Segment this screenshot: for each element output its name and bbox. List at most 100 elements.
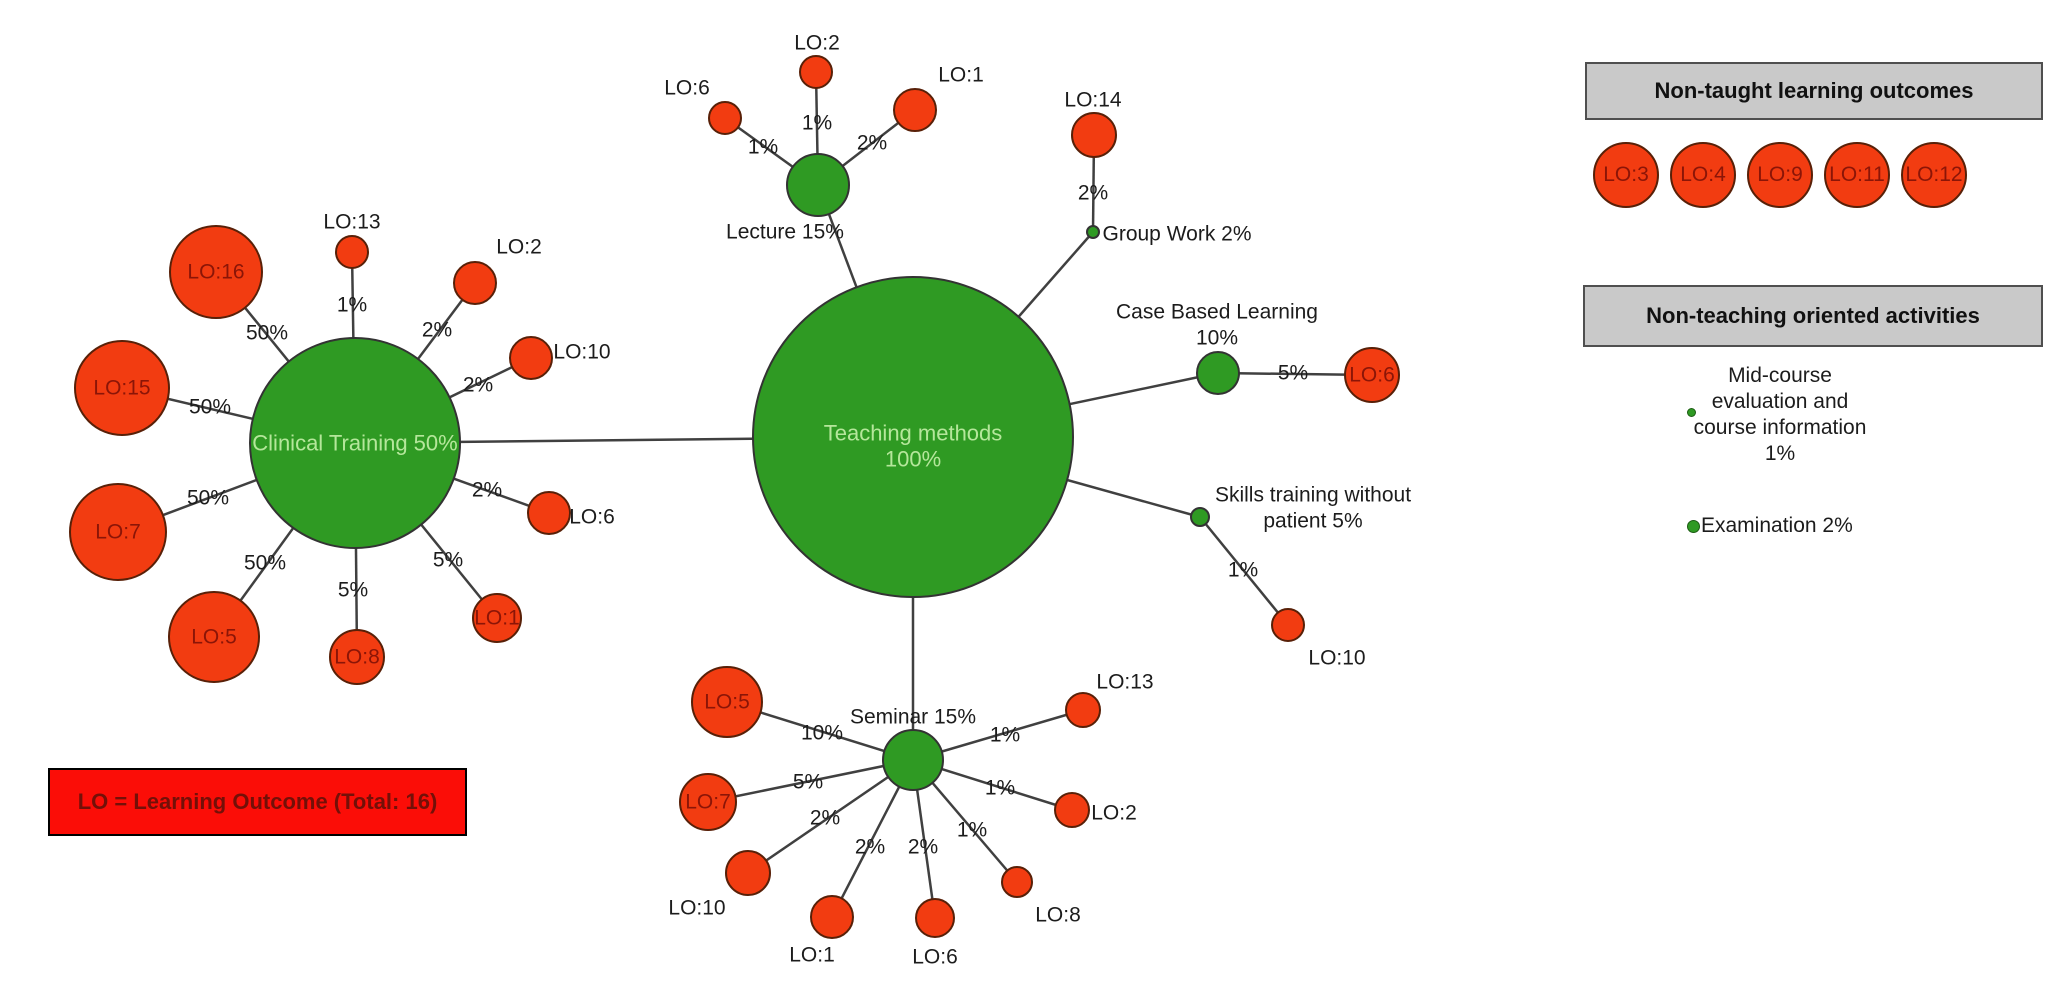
edge-seminar-m7	[707, 758, 914, 804]
node-m5	[691, 666, 763, 738]
node-label-skills: patient 5%	[1263, 510, 1362, 533]
node-label-c2: LO:2	[496, 236, 542, 259]
node-label-clinical: Clinical Training 50%	[252, 431, 457, 456]
edge-label-seminar-m2: 1%	[985, 777, 1015, 800]
node-label-g14: LO:14	[1064, 89, 1122, 112]
edge-label-lecture-le6: 1%	[748, 136, 778, 159]
node-label-m13: LO:13	[1096, 671, 1153, 694]
labels-layer: 50% 1% 2% 50% 2% 50% 2% 50% 5% 5% 1% 1% 2% 2% 5% 1% 10% 5…	[93, 32, 1411, 969]
node-lecture	[786, 153, 850, 217]
node-label-teaching: Teaching methods	[824, 421, 1003, 446]
non-teaching-header: Non-teaching oriented activities	[1583, 285, 2043, 347]
node-c1	[472, 593, 522, 643]
node-label-le6: LO:6	[664, 77, 710, 100]
node-label-c13: LO:13	[323, 211, 380, 234]
node-label-c5: LO:5	[191, 626, 237, 649]
node-label-m8: LO:8	[1035, 904, 1081, 927]
node-label-m10: LO:10	[668, 897, 725, 920]
edge-label-seminar-m10: 2%	[810, 807, 840, 830]
node-c16	[169, 225, 263, 319]
node-label-le1: LO:1	[938, 64, 984, 87]
edge-label-clinical-c8: 5%	[338, 579, 368, 602]
edge-label-clinical-c7: 50%	[187, 487, 229, 510]
node-groupwork	[1086, 225, 1100, 239]
node-label-seminar: Seminar 15%	[850, 706, 976, 729]
node-s10	[1271, 608, 1305, 642]
node-teaching	[752, 276, 1074, 598]
examination-dot	[1687, 520, 1700, 533]
edge-label-seminar-m6: 2%	[908, 836, 938, 859]
node-label-groupwork: Group Work 2%	[1103, 223, 1252, 246]
edge-label-clinical-c16: 50%	[246, 322, 288, 345]
edge-label-groupwork-g14: 2%	[1078, 182, 1108, 205]
midcourse-dot	[1687, 408, 1696, 417]
edge-label-clinical-c15: 50%	[189, 396, 231, 419]
node-c15	[74, 340, 170, 436]
examination-label: Examination 2%	[1701, 514, 1853, 537]
node-m6	[915, 898, 955, 938]
node-m7	[679, 773, 737, 831]
node-skills	[1190, 507, 1210, 527]
node-label-c10: LO:10	[553, 341, 610, 364]
node-m10	[725, 850, 771, 896]
node-c8	[329, 629, 385, 685]
edge-label-seminar-m7: 5%	[793, 771, 823, 794]
edge-label-seminar-m13: 1%	[990, 724, 1020, 747]
node-label-skills: Skills training without	[1215, 484, 1411, 507]
node-label-cbl: 10%	[1196, 327, 1238, 350]
node-cbl	[1196, 351, 1240, 395]
node-label-c15: LO:15	[93, 377, 150, 400]
node-label-m5: LO:5	[704, 691, 750, 714]
node-seminar	[882, 729, 944, 791]
node-c10	[509, 336, 553, 380]
edge-label-seminar-m8: 1%	[957, 819, 987, 842]
non-taught-header: Non-taught learning outcomes	[1585, 62, 2043, 120]
node-m1	[810, 895, 854, 939]
edge-label-lecture-le1: 2%	[857, 132, 887, 155]
node-c7	[69, 483, 167, 581]
node-label-c16: LO:16	[187, 261, 244, 284]
node-clinical	[249, 337, 461, 549]
non-taught-outcome-circle: LO:4	[1670, 142, 1736, 208]
node-label-c6: LO:6	[569, 506, 615, 529]
node-c13	[335, 235, 369, 269]
nodes-layer	[69, 55, 1400, 939]
node-label-cbl: Case Based Learning	[1116, 301, 1318, 324]
edge-label-seminar-m5: 10%	[801, 722, 843, 745]
node-c5	[168, 591, 260, 683]
node-c2	[453, 261, 497, 305]
node-label-m7: LO:7	[685, 791, 731, 814]
node-le6	[708, 101, 742, 135]
non-taught-outcome-circle: LO:9	[1747, 142, 1813, 208]
node-c6	[527, 491, 571, 535]
node-m8	[1001, 866, 1033, 898]
edge-label-clinical-c6: 2%	[472, 479, 502, 502]
edge-label-clinical-c1: 5%	[433, 549, 463, 572]
node-label-c1: LO:1	[474, 607, 520, 630]
node-label-c7: LO:7	[95, 521, 141, 544]
node-label-lecture: Lecture 15%	[726, 221, 844, 244]
midcourse-label: Mid-course evaluation and course informa…	[1693, 364, 1867, 465]
edge-skills-s10	[1199, 516, 1289, 626]
non-taught-outcomes-row: LO:3 LO:4 LO:9 LO:11 LO:12	[1593, 142, 1967, 208]
node-label-m2: LO:2	[1091, 802, 1137, 825]
non-taught-outcome-circle: LO:11	[1824, 142, 1890, 208]
edge-label-clinical-c2: 2%	[422, 319, 452, 342]
edge-label-seminar-m1: 2%	[855, 836, 885, 859]
node-label-cb6: LO:6	[1349, 364, 1395, 387]
edge-label-clinical-c5: 50%	[244, 552, 286, 575]
node-le1	[893, 88, 937, 132]
node-cb6	[1344, 347, 1400, 403]
node-m13	[1065, 692, 1101, 728]
node-label-teaching: 100%	[885, 447, 941, 472]
edge-label-cbl-cb6: 5%	[1278, 362, 1308, 385]
edge-label-clinical-c13: 1%	[337, 294, 367, 317]
edge-seminar-m10	[747, 758, 914, 875]
lo-legend: LO = Learning Outcome (Total: 16)	[48, 768, 467, 836]
node-label-s10: LO:10	[1308, 647, 1365, 670]
edge-label-skills-s10: 1%	[1228, 559, 1258, 582]
node-label-le2: LO:2	[794, 32, 840, 55]
node-label-m1: LO:1	[789, 944, 835, 967]
